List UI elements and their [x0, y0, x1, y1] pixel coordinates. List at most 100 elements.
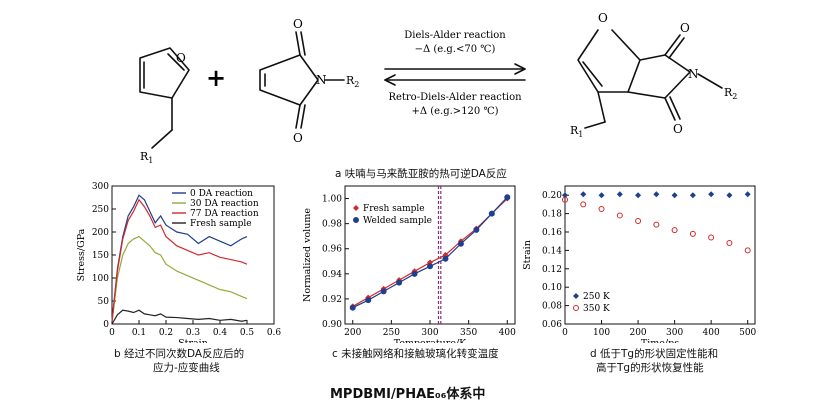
plus-sign: + [206, 63, 226, 92]
series-line [111, 194, 248, 322]
maleimide-O-top: O [293, 17, 303, 31]
caption-c: c 未接触网络和接触玻璃化转变温度 [332, 348, 499, 360]
data-point [427, 263, 433, 270]
data-point [562, 192, 568, 199]
series-line [352, 198, 508, 307]
chart-d: 0 100 200 300 400 500 0.06 0.08 0.10 0.12 0.14 0.16… [522, 185, 757, 343]
data-point [411, 270, 418, 277]
data-point [457, 240, 464, 247]
data-point [504, 194, 511, 201]
legend-marker [353, 217, 359, 223]
x-tick-label: 100 [593, 328, 610, 338]
data-point [653, 191, 660, 198]
x-tick-label: 400 [499, 328, 516, 338]
x-tick-label: 250 [383, 328, 400, 338]
x-tick-label: 0.6 [267, 328, 282, 338]
legend-label: 350 K [583, 304, 610, 314]
legend-marker [573, 293, 579, 299]
data-point [427, 259, 433, 266]
legend-label: Fresh sample [363, 204, 425, 214]
caption-d-line1: d 低于Tg的形状固定性能和 [590, 348, 719, 360]
y-tick-label: 0.10 [542, 283, 562, 293]
reaction-scheme: O R1 + O O N R2 Diels-Alder reaction −Δ … [139, 11, 737, 165]
data-point [726, 192, 733, 199]
data-point [396, 279, 403, 286]
maleimide-ring [259, 54, 319, 106]
furan-ring [139, 47, 190, 99]
adduct-O-top: O [680, 21, 690, 35]
legend-label: Fresh sample [190, 219, 252, 229]
data-point [598, 206, 605, 212]
x-tick-label: 300 [421, 328, 438, 338]
adduct-N: N [688, 67, 699, 81]
y-tick-label: 0.06 [542, 320, 562, 330]
adduct-imide [664, 54, 691, 99]
y-tick-label: 0.20 [542, 191, 562, 201]
data-point [580, 201, 587, 208]
x-tick-label: 0.4 [213, 328, 228, 338]
bottom-title: MPDBMI/PHAE₀₆体系中 [330, 387, 486, 402]
adduct-R1: R1 [570, 124, 583, 139]
furan-R1: R1 [140, 150, 153, 165]
x-tick-label: 200 [344, 328, 361, 338]
data-point [488, 210, 495, 217]
legend-label: 30 DA reaction [190, 199, 259, 209]
x-tick-label: 500 [739, 328, 756, 338]
data-point [635, 192, 642, 199]
adduct-O-bottom: O [673, 122, 683, 136]
legend-label: 250 K [583, 292, 610, 302]
data-point [616, 191, 623, 198]
y-tick-label: 0.90 [322, 320, 342, 330]
series-line [111, 198, 248, 322]
y-tick-label: 0.92 [322, 295, 342, 305]
data-point [671, 192, 678, 199]
x-tick-label: 350 [460, 328, 477, 338]
caption-d-line2: 高于Tg的形状恢复性能 [596, 362, 704, 374]
data-point [689, 192, 696, 199]
x-axis-label: Strain [178, 338, 208, 343]
x-tick-label: 0.5 [240, 328, 255, 338]
adduct-bridge-O: O [598, 11, 608, 25]
data-point [442, 255, 449, 262]
y-tick-label: 0.16 [542, 228, 562, 238]
y-tick-label: 0.98 [322, 220, 342, 230]
data-point [562, 196, 568, 203]
legend-label: 0 DA reaction [190, 189, 253, 199]
legend-marker [573, 305, 579, 311]
data-point [598, 192, 605, 199]
legend-label: Welded sample [363, 216, 432, 226]
reverse-label: Retro-Diels-Alder reaction [388, 92, 522, 103]
data-point [744, 247, 751, 254]
y-tick-label: 0.14 [542, 246, 562, 256]
data-point [726, 240, 733, 247]
series-line [111, 309, 248, 325]
caption-a: a 呋喃与马来酰亚胺的热可逆DA反应 [335, 168, 507, 180]
x-tick-label: 0.2 [159, 328, 173, 338]
x-axis-label: Temperature/K [394, 338, 467, 343]
chart-c: 200 250 300 350 400 0.90 0.92 0.94 0.96 0.98 1.00 T… [302, 185, 516, 343]
data-point [653, 221, 660, 228]
series-line [111, 235, 248, 322]
caption-b-line1: b 经过不同次数DA反应后的 [114, 348, 245, 360]
x-tick-label: 200 [629, 328, 646, 338]
chart-b: 0 0.1 0.2 0.3 0.4 0.5 0.6 0 50 100 150 200 250 300 Str… [76, 182, 282, 343]
y-tick-label: 0.08 [542, 302, 562, 312]
data-point [473, 226, 480, 233]
data-point [349, 304, 356, 311]
y-tick-label: 0.12 [542, 265, 562, 275]
y-axis-label: Stress/GPa [76, 228, 87, 281]
data-point [635, 217, 642, 224]
adduct-R2: R2 [724, 86, 737, 101]
data-point [744, 191, 751, 198]
data-point [365, 297, 372, 304]
plot-frame [564, 185, 756, 325]
data-point [580, 191, 587, 198]
x-tick-label: 0.1 [132, 328, 146, 338]
y-axis-label: Strain [522, 240, 533, 270]
data-point [689, 230, 696, 237]
y-tick-label: 0.96 [322, 245, 342, 255]
x-axis-label: Time/ps [641, 338, 679, 343]
legend-label: 77 DA reaction [190, 209, 259, 219]
data-point [708, 234, 715, 241]
furan-O: O [176, 51, 186, 65]
